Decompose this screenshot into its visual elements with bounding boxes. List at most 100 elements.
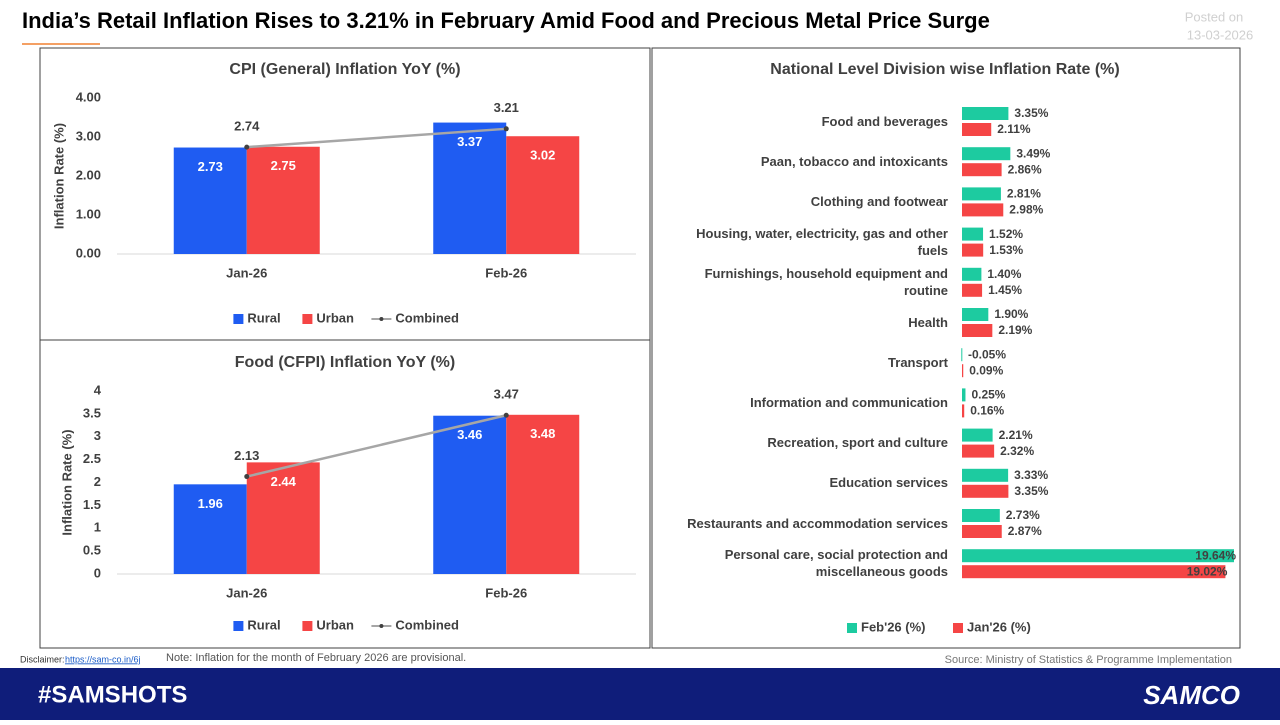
category-label: Recreation, sport and culture <box>767 435 948 450</box>
category-label: Information and communication <box>750 394 948 410</box>
brand-logo: SAMCO <box>1143 680 1240 710</box>
data-label: 2.73 <box>198 159 223 174</box>
data-label: 1.53% <box>989 243 1023 257</box>
bar <box>962 388 966 402</box>
bar <box>962 468 1009 482</box>
bar <box>962 509 1000 522</box>
bar <box>962 123 992 136</box>
data-label: 2.86% <box>1008 162 1042 176</box>
category-label: Clothing and footwear <box>811 194 948 209</box>
x-tick-label: Jan-26 <box>226 265 267 280</box>
data-label: 2.87% <box>1008 524 1042 538</box>
data-label: 2.44 <box>271 474 297 489</box>
data-label: 3.47 <box>494 387 519 402</box>
y-tick-label: 2 <box>94 474 101 489</box>
data-label: 3.46 <box>457 427 482 442</box>
y-tick-label: 4 <box>94 382 102 397</box>
x-tick-label: Feb-26 <box>485 585 527 600</box>
legend-label: Combined <box>395 310 459 325</box>
bar <box>506 136 580 254</box>
bar <box>962 444 995 458</box>
disclaimer-link[interactable]: https://sam-co.in/6j <box>65 654 141 664</box>
category-label: Transport <box>888 354 948 370</box>
data-label: 1.96 <box>198 496 223 511</box>
category-label: Food and beverages <box>821 113 948 129</box>
category-label: Restaurants and accommodation services <box>687 515 948 531</box>
legend-label: Rural <box>247 310 280 325</box>
y-tick-label: 0.00 <box>76 245 101 260</box>
line-point <box>244 144 250 150</box>
line-point <box>503 126 509 132</box>
data-label: -0.05% <box>968 347 1006 361</box>
y-tick-label: 0.5 <box>83 543 101 558</box>
page-title: India’s Retail Inflation Rises to 3.21% … <box>22 8 990 33</box>
y-tick-label: 3.5 <box>83 405 101 420</box>
data-label: 0.25% <box>971 388 1005 402</box>
bar <box>962 484 1009 498</box>
bar <box>961 348 963 362</box>
category-label: Paan, tobacco and intoxicants <box>761 154 948 169</box>
category-label: Transport <box>888 354 948 370</box>
bar <box>962 163 1002 177</box>
bar <box>962 364 964 378</box>
bar <box>962 227 984 241</box>
panel <box>39 339 651 649</box>
disclaimer-label: Disclaimer: <box>20 654 65 664</box>
y-tick-label: 3.00 <box>76 128 101 143</box>
legend-label: Urban <box>316 310 354 325</box>
x-tick-label: Jan-26 <box>226 585 267 600</box>
data-label: 0.16% <box>970 404 1004 418</box>
data-label: 1.52% <box>989 227 1023 241</box>
data-label: 2.73% <box>1006 508 1040 522</box>
data-label: 2.98% <box>1009 203 1043 217</box>
bar <box>962 107 1009 120</box>
category-label: Food and beverages <box>821 113 948 129</box>
legend-swatch <box>847 623 857 633</box>
data-label: 2.75 <box>271 158 296 173</box>
bar <box>962 324 993 337</box>
y-tick-label: 1.00 <box>76 206 101 221</box>
category-label: Housing, water, electricity, gas and oth… <box>696 225 948 258</box>
data-label: 1.90% <box>994 307 1028 321</box>
bar <box>962 308 989 321</box>
footer-bar <box>0 668 1280 720</box>
data-label: 3.37 <box>457 134 482 149</box>
y-tick-label: 4.00 <box>76 89 101 104</box>
legend-swatch <box>302 621 313 631</box>
bar <box>962 147 1011 161</box>
data-label: 2.74 <box>234 119 260 134</box>
data-label: 0.09% <box>969 363 1003 377</box>
data-label: 2.32% <box>1000 444 1034 458</box>
data-label: 19.64% <box>1195 548 1236 562</box>
chart-title: Food (CFPI) Inflation YoY (%) <box>235 354 455 371</box>
category-label: Personal care, social protection and mis… <box>725 547 948 579</box>
bar <box>433 122 507 254</box>
hashtag: #SAMSHOTS <box>38 681 187 708</box>
x-tick-label: Feb-26 <box>485 265 527 280</box>
bar <box>173 484 247 574</box>
bar <box>506 414 580 574</box>
legend-swatch <box>953 623 963 633</box>
data-label: 3.33% <box>1014 468 1048 482</box>
bar <box>962 404 965 418</box>
data-label: 3.35% <box>1014 106 1048 120</box>
category-label: Information and communication <box>750 394 948 410</box>
category-label: Health <box>908 314 948 330</box>
y-tick-label: 0 <box>94 565 101 580</box>
y-tick-label: 1 <box>94 520 101 535</box>
data-label: 3.48 <box>530 426 555 441</box>
data-label: 3.21 <box>494 100 519 115</box>
category-label: Housing, water, electricity, gas and oth… <box>696 225 948 258</box>
bar <box>962 243 984 257</box>
legend-label: Urban <box>316 617 354 632</box>
data-label: 2.13 <box>234 448 259 463</box>
legend-swatch <box>379 317 384 321</box>
line <box>246 414 507 478</box>
data-label: 3.02 <box>530 148 555 163</box>
bar <box>962 283 983 297</box>
legend-swatch <box>379 624 384 628</box>
posted-date: 13-03-2026 <box>1187 27 1254 42</box>
bar <box>962 267 982 281</box>
